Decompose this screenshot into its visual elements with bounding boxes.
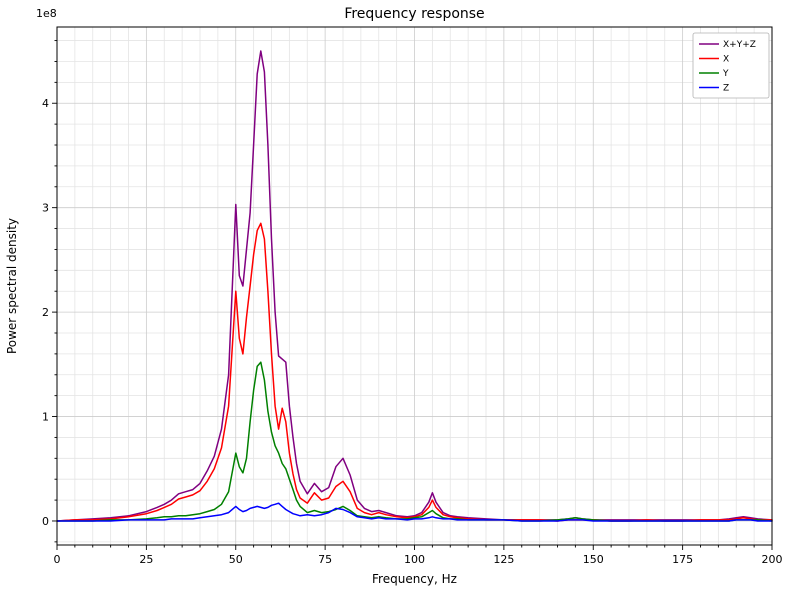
legend-label: X bbox=[723, 55, 729, 65]
legend-label: X+Y+Z bbox=[723, 40, 756, 50]
x-tick-label: 150 bbox=[583, 553, 604, 566]
x-tick-label: 50 bbox=[229, 553, 243, 566]
major-grid bbox=[56, 27, 773, 545]
x-tick-label: 25 bbox=[139, 553, 153, 566]
y-tick-label: 1 bbox=[42, 411, 49, 424]
y-tick-label: 3 bbox=[42, 202, 49, 215]
legend-label: Y bbox=[722, 69, 729, 79]
legend: X+Y+Z XYZ bbox=[692, 32, 770, 99]
x-tick-label: 125 bbox=[493, 553, 514, 566]
y-tick-label: 0 bbox=[42, 515, 49, 528]
x-tick-label: 200 bbox=[762, 553, 783, 566]
legend-box bbox=[692, 32, 770, 99]
y-tick-label: 2 bbox=[42, 306, 49, 319]
x-tick-label: 100 bbox=[404, 553, 425, 566]
x-tick-label: 175 bbox=[672, 553, 693, 566]
y-tick-label: 4 bbox=[42, 97, 49, 110]
chart-title: Frequency response bbox=[344, 6, 484, 22]
y-axis-label: Power spectral density bbox=[5, 218, 19, 354]
x-axis-label: Frequency, Hz bbox=[372, 572, 457, 586]
x-tick-label: 75 bbox=[318, 553, 332, 566]
axes-spines bbox=[56, 26, 773, 546]
legend-label: Z bbox=[723, 84, 729, 94]
x-tick-label: 0 bbox=[54, 553, 61, 566]
y-axis-offset-label: 1e8 bbox=[36, 7, 57, 20]
series-line-y bbox=[56, 361, 773, 522]
series-line-z bbox=[56, 502, 773, 522]
